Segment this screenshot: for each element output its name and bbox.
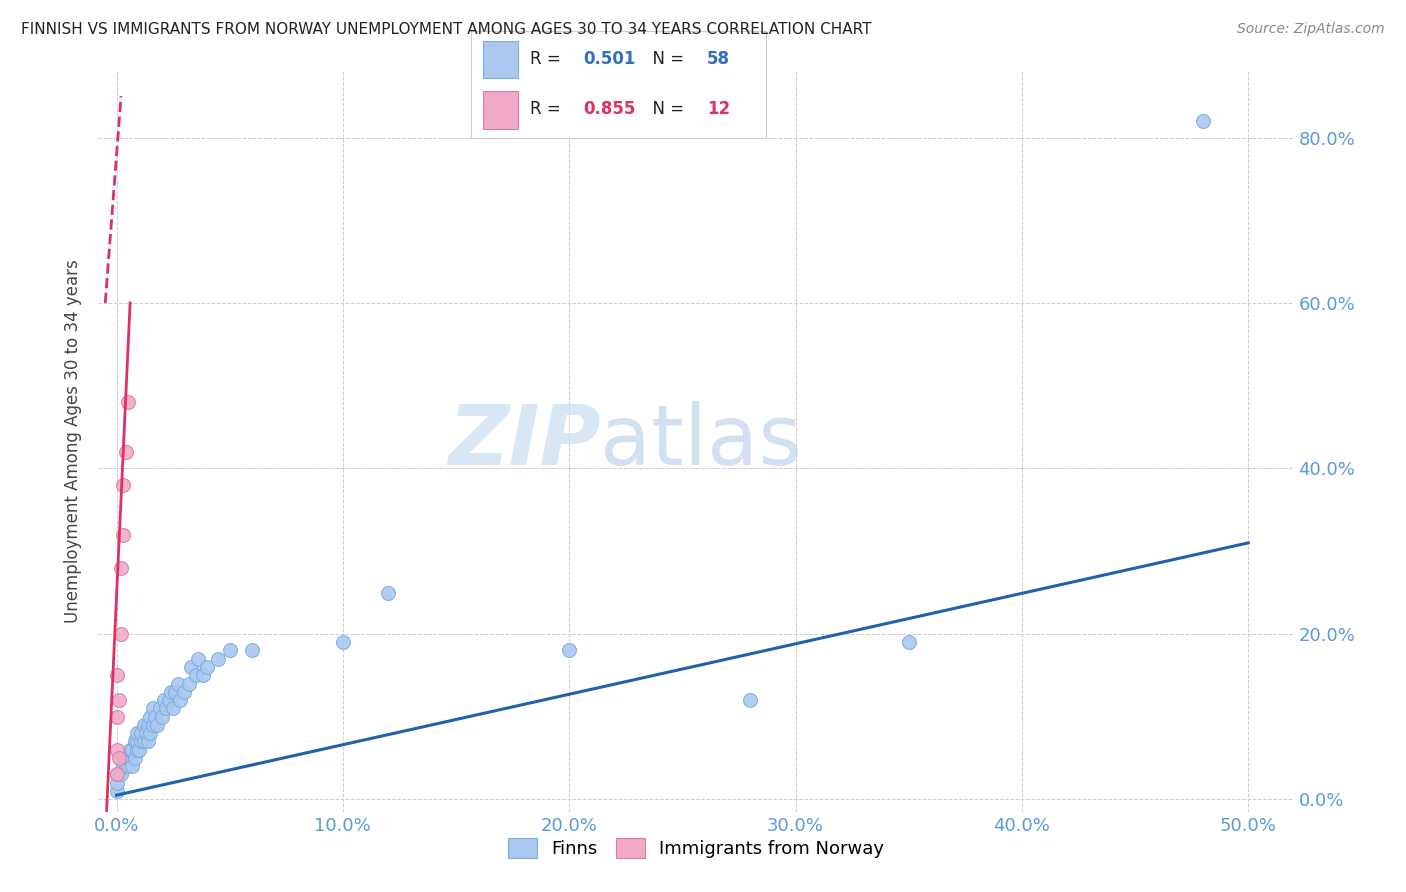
Point xyxy=(332,635,354,649)
Point xyxy=(135,726,157,740)
Point xyxy=(180,660,202,674)
Point xyxy=(897,635,920,649)
Point xyxy=(153,693,176,707)
Point xyxy=(125,742,148,756)
Point xyxy=(125,734,148,748)
Point xyxy=(157,693,180,707)
Point xyxy=(146,718,169,732)
Point xyxy=(558,643,581,657)
Text: 0.855: 0.855 xyxy=(583,101,636,119)
Point xyxy=(114,759,136,773)
Text: 58: 58 xyxy=(707,50,730,68)
Point xyxy=(1192,114,1215,128)
Point xyxy=(105,776,128,790)
Point xyxy=(117,395,139,409)
Point xyxy=(124,734,146,748)
Point xyxy=(740,693,762,707)
Point xyxy=(132,718,155,732)
Point xyxy=(112,759,135,773)
Point xyxy=(114,445,136,459)
Y-axis label: Unemployment Among Ages 30 to 34 years: Unemployment Among Ages 30 to 34 years xyxy=(65,260,83,624)
Point xyxy=(184,668,207,682)
Text: FINNISH VS IMMIGRANTS FROM NORWAY UNEMPLOYMENT AMONG AGES 30 TO 34 YEARS CORRELA: FINNISH VS IMMIGRANTS FROM NORWAY UNEMPL… xyxy=(21,22,872,37)
Point xyxy=(377,585,399,599)
Point xyxy=(128,742,150,756)
Point xyxy=(177,676,200,690)
Text: ZIP: ZIP xyxy=(447,401,600,482)
Point xyxy=(142,701,165,715)
Point xyxy=(110,627,132,641)
Text: 0.501: 0.501 xyxy=(583,50,636,68)
Point xyxy=(112,527,135,541)
Point xyxy=(117,751,139,765)
Text: N =: N = xyxy=(643,101,689,119)
Text: R =: R = xyxy=(530,50,567,68)
Point xyxy=(187,651,209,665)
Point xyxy=(107,751,129,765)
Point xyxy=(131,726,153,740)
Point xyxy=(139,726,162,740)
Point xyxy=(117,759,139,773)
Text: atlas: atlas xyxy=(600,401,801,482)
Point xyxy=(240,643,263,657)
Point xyxy=(107,693,129,707)
Point xyxy=(105,668,128,682)
Point xyxy=(139,709,162,723)
Point xyxy=(105,767,128,781)
Point xyxy=(105,767,128,781)
Point xyxy=(136,734,159,748)
Point xyxy=(136,718,159,732)
Point xyxy=(142,718,165,732)
FancyBboxPatch shape xyxy=(482,41,519,78)
Point xyxy=(121,742,143,756)
Point xyxy=(112,478,135,492)
Text: R =: R = xyxy=(530,101,567,119)
Point xyxy=(105,709,128,723)
Point xyxy=(162,701,184,715)
Legend: Finns, Immigrants from Norway: Finns, Immigrants from Norway xyxy=(501,830,891,865)
Point xyxy=(173,685,195,699)
Text: N =: N = xyxy=(643,50,689,68)
Point xyxy=(165,685,187,699)
Point xyxy=(121,759,143,773)
Point xyxy=(131,734,153,748)
Point xyxy=(191,668,214,682)
Text: 12: 12 xyxy=(707,101,730,119)
Point xyxy=(105,784,128,798)
Point xyxy=(124,751,146,765)
Point xyxy=(143,709,166,723)
FancyBboxPatch shape xyxy=(482,91,519,128)
Point xyxy=(166,676,188,690)
Point xyxy=(120,751,142,765)
Point xyxy=(150,709,173,723)
Point xyxy=(160,685,183,699)
Point xyxy=(110,560,132,574)
Point xyxy=(169,693,191,707)
Point xyxy=(110,767,132,781)
Text: Source: ZipAtlas.com: Source: ZipAtlas.com xyxy=(1237,22,1385,37)
Point xyxy=(207,651,229,665)
Point xyxy=(195,660,218,674)
Point xyxy=(105,742,128,756)
Point xyxy=(132,734,155,748)
Point xyxy=(120,742,142,756)
Point xyxy=(218,643,240,657)
Point xyxy=(112,751,135,765)
Point xyxy=(155,701,177,715)
Point xyxy=(125,726,148,740)
Point xyxy=(148,701,170,715)
